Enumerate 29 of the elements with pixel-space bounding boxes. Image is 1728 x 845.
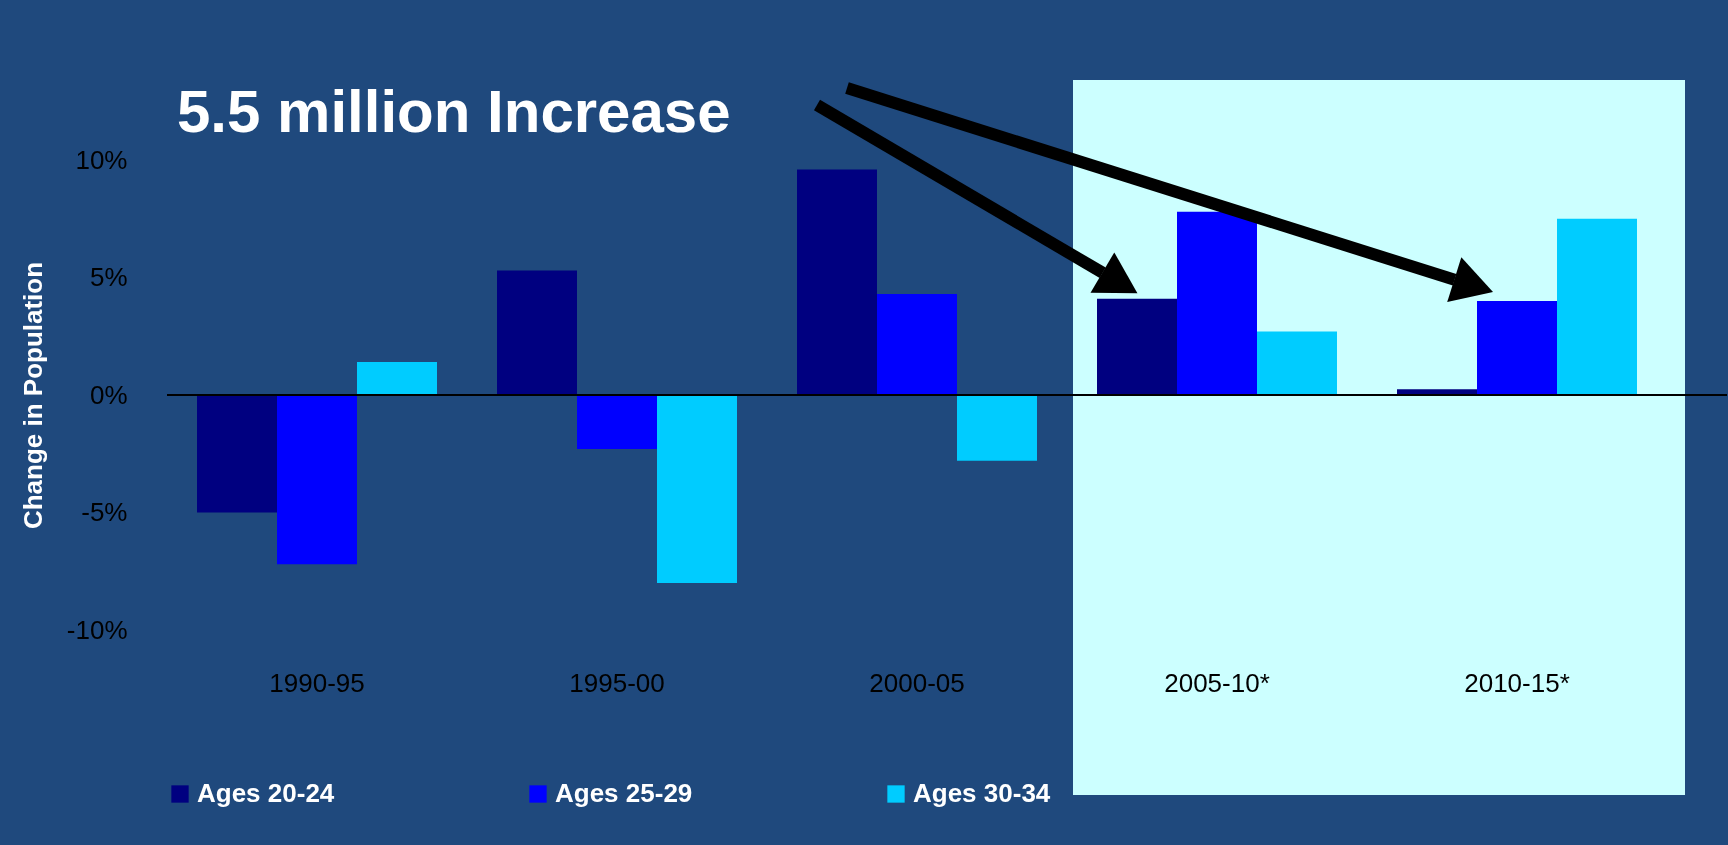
bar	[277, 395, 357, 565]
x-tick-label: 2005-10*	[1164, 667, 1270, 698]
bar	[797, 169, 877, 395]
text: 5.5 million Increase	[177, 78, 731, 145]
bar	[1097, 298, 1177, 395]
y-tick-label: 10%	[75, 144, 128, 175]
y-tick-label: -5%	[81, 497, 128, 527]
bar	[1557, 218, 1637, 395]
x-tick-label: 2010-15*	[1464, 667, 1570, 698]
y-tick-label: -10%	[66, 614, 128, 645]
y-tick-label: 5%	[89, 262, 128, 292]
legend-label: Ages 20-24	[197, 778, 335, 808]
bar	[357, 362, 437, 395]
legend-label: Ages 30-34	[913, 778, 1051, 808]
bar	[957, 395, 1037, 461]
x-tick-label: 2000-05	[869, 667, 965, 698]
bar	[877, 293, 957, 395]
x-tick-label: 1995-00	[569, 667, 665, 698]
bar	[1477, 301, 1557, 395]
bar	[497, 270, 577, 395]
bar	[577, 395, 657, 450]
bar	[1257, 331, 1337, 395]
y-tick-label: 0%	[89, 379, 128, 410]
x-tick-label: 1990-95	[269, 667, 365, 698]
bar	[1177, 211, 1257, 395]
bar	[657, 395, 737, 583]
y-axis-title: Change in Population	[17, 261, 48, 530]
bar	[197, 395, 277, 513]
legend-label: Ages 25-29	[555, 778, 693, 808]
